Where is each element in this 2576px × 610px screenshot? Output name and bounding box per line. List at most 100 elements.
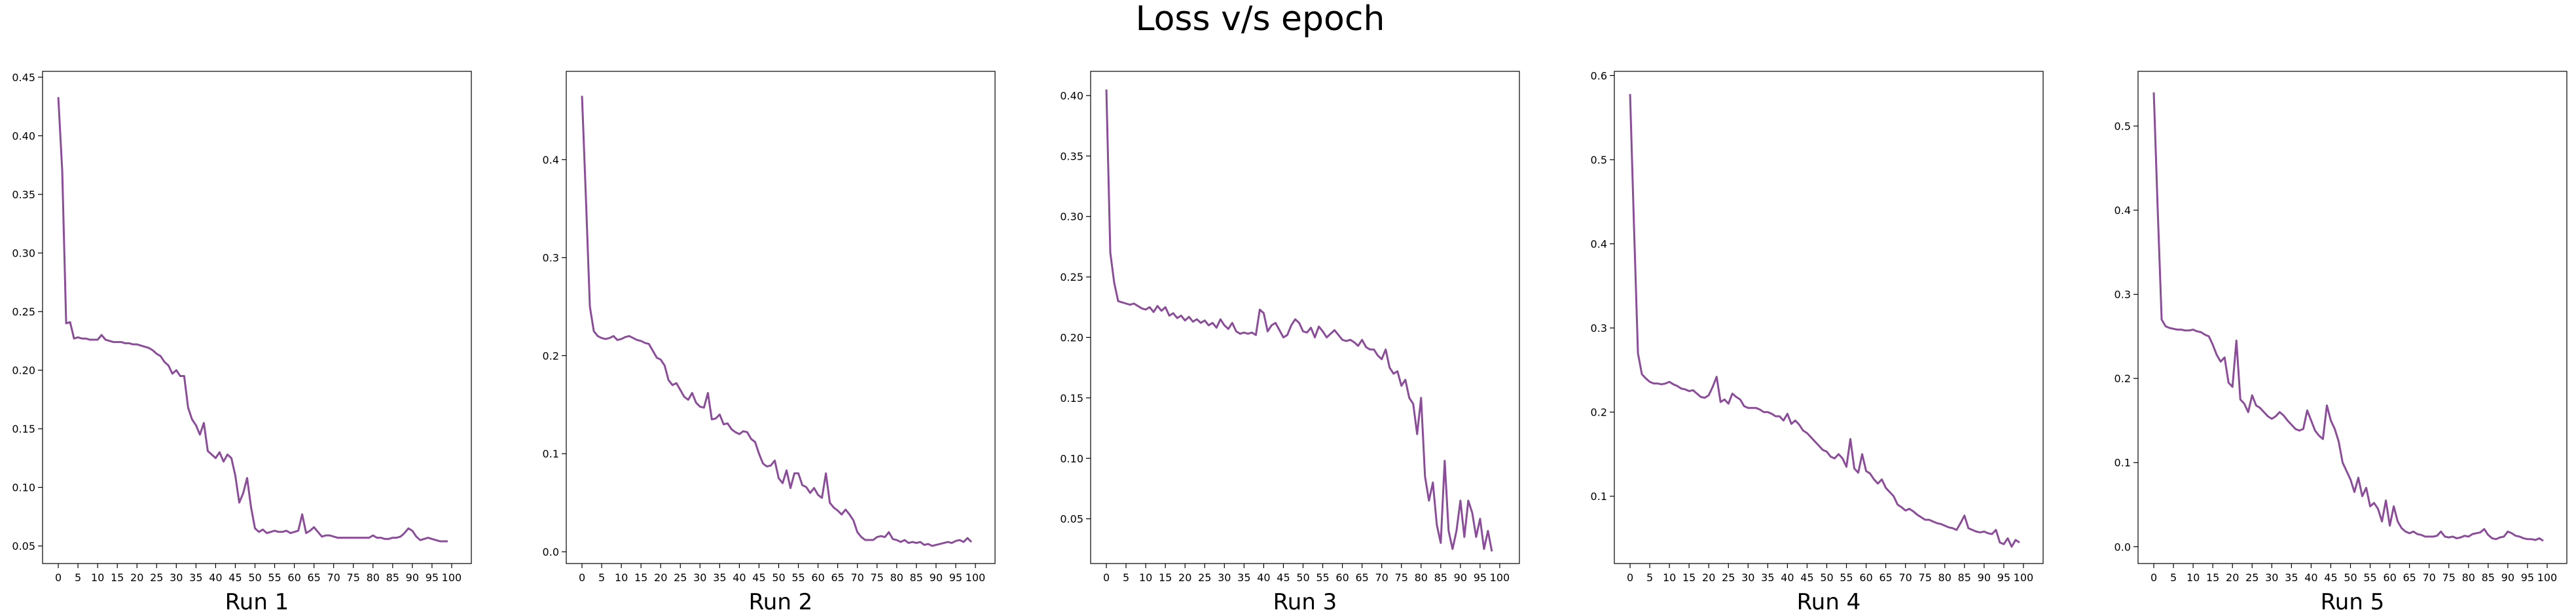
x-tick-label: 60: [811, 571, 824, 584]
x-tick-label: 100: [1490, 571, 1510, 584]
x-tick-label: 0: [579, 571, 585, 584]
axes-frame: [2137, 71, 2567, 564]
x-tick-label: 65: [831, 571, 844, 584]
y-tick-label: 0.3: [1591, 322, 1607, 334]
x-tick-label: 15: [2206, 571, 2219, 584]
x-tick-label: 95: [949, 571, 962, 584]
x-tick-label: 75: [2442, 571, 2456, 584]
y-tick-label: 0.5: [2114, 120, 2131, 133]
x-tick-label: 65: [1355, 571, 1368, 584]
x-tick-label: 90: [406, 571, 419, 584]
loss-line: [1629, 94, 2020, 548]
y-tick-label: 0.0: [2114, 541, 2131, 553]
x-tick-label: 55: [1840, 571, 1853, 584]
y-tick-label: 0.40: [1060, 90, 1083, 102]
y-tick-label: 0.3: [2114, 289, 2131, 301]
y-tick-label: 0.10: [1060, 452, 1083, 465]
x-tick-label: 75: [871, 571, 884, 584]
subplot-run-4: 0 5 10 15 20 25 30 35 40 45 50 55 60 65 70 75 80 85 90 95 10…: [1591, 69, 2044, 610]
x-tick-label: 5: [1646, 571, 1653, 584]
x-tick-label: 0: [2150, 571, 2157, 584]
y-tick-label: 0.4: [1591, 238, 1607, 251]
x-tick-label: 25: [2245, 571, 2259, 584]
y-tick-label: 0.15: [12, 423, 35, 435]
x-tick-label: 5: [598, 571, 605, 584]
x-tick-label: 20: [130, 571, 143, 584]
x-tick-label: 70: [1375, 571, 1388, 584]
x-tick-label: 100: [2537, 571, 2558, 584]
x-tick-label: 90: [1978, 571, 1991, 584]
x-tick-label: 70: [850, 571, 863, 584]
x-tick-label: 80: [1938, 571, 1951, 584]
x-tick-label: 30: [1741, 571, 1754, 584]
x-tick-label: 35: [2285, 571, 2298, 584]
x-tick-label: 10: [2186, 571, 2200, 584]
y-tick-label: 0.4: [543, 154, 559, 166]
y-tick-label: 0.0: [543, 546, 559, 558]
x-tick-label: 45: [1277, 571, 1290, 584]
y-tick-label: 0.2: [543, 350, 559, 362]
x-tick-label: 35: [1761, 571, 1774, 584]
x-tick-label: 75: [1395, 571, 1408, 584]
x-tick-label: 40: [1257, 571, 1270, 584]
x-tick-label: 60: [287, 571, 300, 584]
x-tick-label: 85: [1958, 571, 1971, 584]
x-tick-label: 35: [189, 571, 202, 584]
axes-frame: [42, 71, 472, 564]
x-tick-label: 75: [347, 571, 360, 584]
x-tick-label: 65: [1879, 571, 1892, 584]
x-tick-label: 0: [55, 571, 62, 584]
x-tick-label: 70: [1898, 571, 1912, 584]
x-tick-label: 0: [1103, 571, 1110, 584]
y-tick-label: 0.5: [1591, 154, 1607, 166]
y-tick-label: 0.6: [1591, 69, 1607, 82]
x-tick-label: 35: [1237, 571, 1250, 584]
x-tick-label: 95: [1997, 571, 2010, 584]
x-tick-label: 5: [75, 571, 81, 584]
loss-line: [1105, 89, 1493, 552]
x-tick-label: 45: [228, 571, 242, 584]
x-tick-label: 80: [367, 571, 380, 584]
y-tick-label: 0.25: [1060, 271, 1083, 283]
y-tick-label: 0.40: [12, 130, 35, 142]
x-tick-label: 50: [1296, 571, 1309, 584]
x-tick-label: 25: [674, 571, 687, 584]
x-tick-label: 85: [910, 571, 923, 584]
x-tick-label: 70: [327, 571, 340, 584]
y-tick-label: 0.3: [543, 252, 559, 264]
x-tick-label: 60: [1859, 571, 1872, 584]
x-axis-label: Run 5: [2321, 589, 2385, 610]
x-tick-label: 10: [91, 571, 104, 584]
x-tick-label: 20: [654, 571, 667, 584]
x-tick-label: 50: [772, 571, 785, 584]
x-tick-label: 10: [1663, 571, 1676, 584]
y-tick-label: 0.1: [543, 448, 559, 460]
y-tick-label: 0.05: [1060, 513, 1083, 526]
y-tick-label: 0.10: [12, 482, 35, 494]
x-tick-label: 5: [2170, 571, 2177, 584]
x-tick-label: 80: [1415, 571, 1428, 584]
x-tick-label: 90: [1454, 571, 1467, 584]
x-tick-label: 20: [1178, 571, 1191, 584]
subplot-run-2: 0 5 10 15 20 25 30 35 40 45 50 55 60 65 70 75 80 85 90 95 10…: [543, 71, 996, 610]
x-tick-label: 30: [693, 571, 706, 584]
x-tick-label: 95: [2521, 571, 2534, 584]
y-tick-label: 0.20: [1060, 331, 1083, 344]
y-tick-label: 0.1: [2114, 457, 2131, 469]
y-tick-label: 0.15: [1060, 392, 1083, 404]
y-tick-label: 0.2: [1591, 406, 1607, 419]
x-tick-label: 35: [713, 571, 726, 584]
x-tick-label: 90: [930, 571, 943, 584]
y-tick-label: 0.2: [2114, 372, 2131, 385]
x-tick-label: 55: [791, 571, 805, 584]
x-tick-label: 65: [2403, 571, 2416, 584]
x-tick-label: 40: [209, 571, 222, 584]
x-tick-label: 25: [1198, 571, 1211, 584]
x-tick-label: 15: [111, 571, 124, 584]
axes-frame: [1614, 71, 2044, 564]
axes-frame: [566, 71, 996, 564]
x-tick-label: 55: [268, 571, 281, 584]
y-tick-label: 0.20: [12, 365, 35, 377]
